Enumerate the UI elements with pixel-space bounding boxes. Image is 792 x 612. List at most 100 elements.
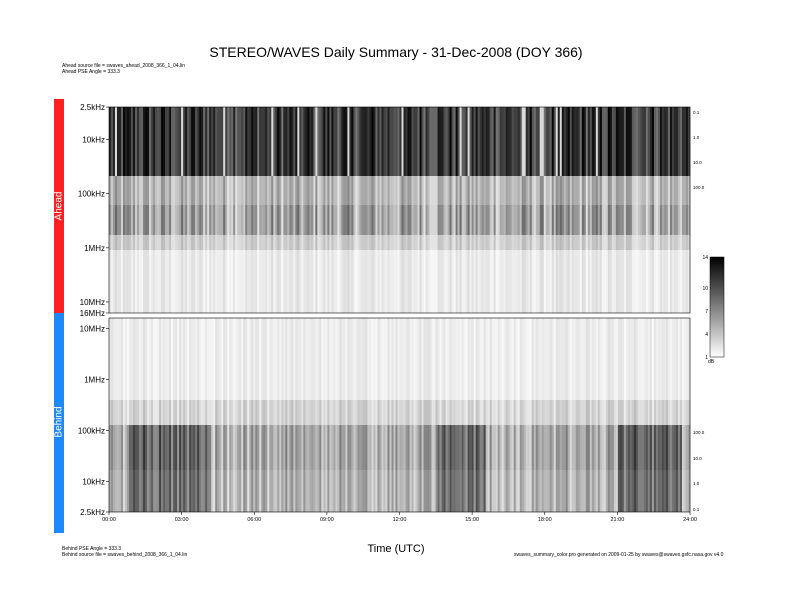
ahead-pixel-column [265,205,268,235]
behind-pixel-column [587,425,591,470]
behind-pixel-column [649,400,653,425]
behind-pixel-column [535,425,539,470]
ahead-pixel-column [415,235,418,250]
ahead-pixel-column [359,176,362,205]
behind-pixel-column [677,318,681,400]
ahead-pixel-column [601,235,605,250]
ahead-pixel-column [599,250,603,313]
ahead-pixel-column [611,107,615,176]
behind-pixel-column [217,470,220,512]
ahead-pixel-column [333,176,336,205]
ahead-pixel-column [495,205,498,235]
ahead-pixel-column [281,176,284,205]
behind-pixel-column [239,318,242,400]
ahead-pixel-column [117,205,120,235]
behind-pixel-column [473,400,476,425]
behind-pixel-column [327,470,330,512]
ahead-pixel-column [543,176,547,205]
behind-pixel-column [115,425,118,470]
ahead-pixel-column [663,250,667,313]
behind-pixel-column [225,425,228,470]
behind-pixel-column [467,425,470,470]
behind-pixel-column [293,400,296,425]
ahead-pixel-column [149,205,152,235]
ahead-pixel-column [327,235,330,250]
ahead-pixel-column [181,250,184,313]
ahead-pixel-column [533,235,537,250]
ahead-pixel-column [477,235,480,250]
behind-pixel-column [551,470,555,512]
ahead-pixel-column [161,205,164,235]
behind-pixel-column [395,470,398,512]
ahead-pixel-column [207,205,210,235]
behind-pixel-column [245,470,248,512]
behind-pixel-column [129,470,132,512]
behind-pixel-column [279,425,282,470]
behind-pixel-column [287,470,290,512]
ahead-pixel-column [181,107,184,176]
behind-pixel-column [341,318,344,400]
behind-pixel-column [151,425,154,470]
behind-pixel-column [445,425,448,470]
ahead-pixel-column [137,235,140,250]
ahead-pixel-column [491,205,494,235]
ahead-pixel-column [455,250,458,313]
ahead-pixel-column [471,107,474,176]
ahead-pixel-column [483,250,486,313]
ahead-pixel-column [677,176,681,205]
behind-pixel-column [641,470,645,512]
behind-pixel-column [505,425,508,470]
behind-pixel-column [425,318,428,400]
ahead-pixel-column [221,176,224,205]
ahead-pixel-column [463,107,466,176]
ahead-pixel-column [473,250,476,313]
ahead-pixel-column [551,235,555,250]
ahead-pixel-column [639,107,643,176]
ahead-pixel-column [413,235,416,250]
ahead-pixel-column [293,107,296,176]
behind-pixel-column [587,470,591,512]
behind-pixel-column [417,318,420,400]
ahead-pixel-column [649,205,653,235]
behind-pixel-column [305,470,308,512]
ahead-pixel-column [189,176,192,205]
ahead-pixel-column [327,176,330,205]
behind-pixel-column [543,400,547,425]
ahead-pixel-column [315,205,318,235]
ahead-pixel-column [139,205,142,235]
behind-pixel-column [409,400,412,425]
behind-pixel-column [313,470,316,512]
behind-pixel-column [423,425,426,470]
ahead-pixel-column [479,107,482,176]
ahead-pixel-column [401,107,404,176]
ahead-pixel-column [633,205,637,235]
ahead-pixel-column [117,107,120,176]
behind-pixel-column [385,425,388,470]
behind-pixel-column [423,318,426,400]
behind-pixel-column [623,470,627,512]
ahead-pixel-column [155,176,158,205]
ahead-pixel-column [613,205,617,235]
ahead-pixel-column [673,235,677,250]
ahead-pixel-column [549,205,553,235]
behind-pixel-column [645,470,649,512]
behind-pixel-column [643,318,647,400]
behind-pixel-column [655,425,659,470]
behind-pixel-column [493,470,496,512]
ahead-pixel-column [545,205,549,235]
behind-pixel-column [397,425,400,470]
behind-pixel-column [629,425,633,470]
behind-pixel-column [527,425,531,470]
behind-pixel-column [491,400,494,425]
behind-pixel-column [437,470,440,512]
behind-pixel-column [671,425,675,470]
behind-pixel-column [663,318,667,400]
behind-pixel-column [637,318,641,400]
ahead-pixel-column [129,176,132,205]
behind-pixel-column [491,470,494,512]
ahead-pixel-column [231,176,234,205]
behind-pixel-column [673,400,677,425]
behind-pixel-column [179,400,182,425]
behind-pixel-column [321,400,324,425]
ahead-pixel-column [417,205,420,235]
